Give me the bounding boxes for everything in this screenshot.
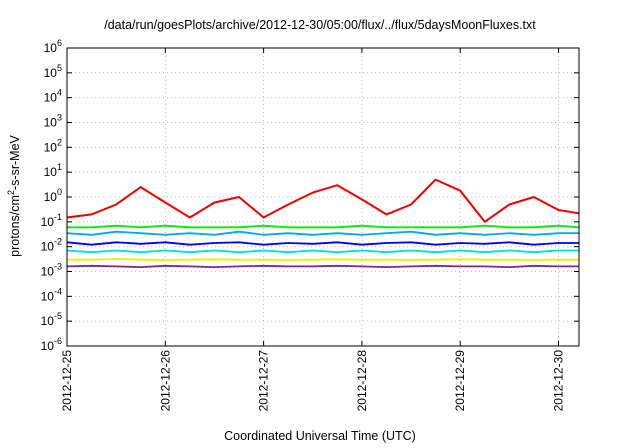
series-line xyxy=(66,249,579,254)
y-tick-label: 101 xyxy=(44,162,62,179)
series-line xyxy=(67,258,579,261)
grid xyxy=(66,47,579,347)
y-tick-label: 103 xyxy=(44,113,62,130)
x-tick-label: 2012-12-25 xyxy=(60,350,74,412)
x-tick-label: 2012-12-27 xyxy=(257,350,271,412)
x-tick-label: 2012-12-30 xyxy=(552,350,566,412)
x-tick-label: 2012-12-28 xyxy=(355,350,369,412)
series-line xyxy=(66,230,579,236)
y-tick-label: 102 xyxy=(44,137,62,154)
y-tick-label: 104 xyxy=(44,88,62,105)
chart-title: /data/run/goesPlots/archive/2012-12-30/0… xyxy=(104,18,536,32)
x-tick-label: 2012-12-29 xyxy=(453,350,467,412)
y-tick-label: 10-6 xyxy=(41,336,62,353)
ticks: 10-6 10-5 10-4 10-3 10-2 10-1 100 101 102 103 104 1… xyxy=(41,38,579,411)
y-tick-label: 10-1 xyxy=(41,212,62,229)
series-line xyxy=(66,178,580,223)
y-tick-label: 10-2 xyxy=(41,237,62,254)
x-axis-label: Coordinated Universal Time (UTC) xyxy=(224,429,416,443)
series-line xyxy=(66,264,579,269)
y-tick-label: 10-4 xyxy=(41,286,62,303)
y-tick-label: 106 xyxy=(44,38,62,55)
series-line xyxy=(66,241,579,246)
y-tick-label: 100 xyxy=(44,187,62,204)
y-tick-label: 105 xyxy=(44,63,62,80)
y-tick-label: 10-3 xyxy=(41,262,62,279)
x-tick-label: 2012-12-26 xyxy=(158,350,172,412)
series-line xyxy=(67,224,580,229)
y-tick-label: 10-5 xyxy=(41,311,62,328)
series-group xyxy=(66,178,580,269)
